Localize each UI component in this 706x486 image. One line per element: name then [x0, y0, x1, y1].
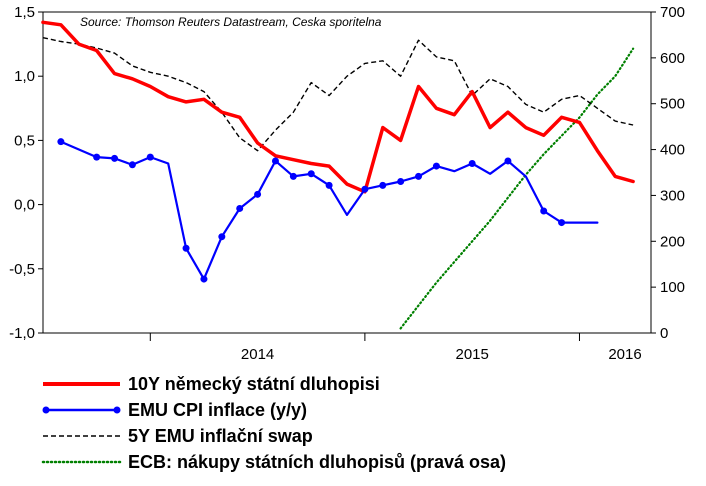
y-right-tick-label: 600: [660, 50, 685, 67]
y-right-tick-label: 200: [660, 233, 685, 250]
series-layer: [41, 20, 635, 330]
cpi-data-point: [182, 244, 190, 252]
chart-source: Source: Thomson Reuters Datastream, Cesk…: [80, 15, 382, 29]
cpi-data-point: [254, 190, 262, 198]
cpi-data-point: [468, 160, 476, 168]
series-line-emu-cpi: [59, 140, 599, 281]
y-left-tick-label: -1,0: [9, 325, 35, 342]
cpi-data-point: [307, 170, 315, 178]
legend-marker: [113, 406, 121, 414]
cpi-data-point: [397, 177, 405, 185]
x-tick-label: 2016: [608, 346, 641, 363]
cpi-data-point: [379, 181, 387, 189]
y-right-tick-label: 300: [660, 187, 685, 204]
cpi-data-point: [289, 172, 297, 180]
y-right-tick-label: 400: [660, 142, 685, 159]
y-left-tick-label: 1,0: [14, 68, 35, 85]
y-right-tick-label: 0: [660, 325, 668, 342]
cpi-data-point: [540, 207, 548, 215]
legend-marker: [42, 406, 50, 414]
y-left-tick-label: 0,5: [14, 132, 35, 149]
cpi-data-point: [146, 153, 154, 161]
legend-label: 5Y EMU inflační swap: [128, 426, 313, 446]
cpi-data-point: [558, 219, 566, 227]
cpi-data-point: [57, 138, 65, 146]
y-right-tick-label: 100: [660, 279, 685, 296]
series-line-inflation-swap: [42, 37, 634, 152]
x-tick-label: 2015: [455, 346, 488, 363]
cpi-data-point: [432, 162, 440, 170]
cpi-data-point: [415, 172, 423, 180]
plot-frame: [42, 11, 652, 334]
legend: 10Y německý státní dluhopisi EMU CPI infl…: [41, 374, 506, 472]
y-left-tick-label: 1,5: [14, 4, 35, 21]
cpi-data-point: [504, 157, 512, 165]
cpi-data-point: [271, 157, 279, 165]
legend-label: EMU CPI inflace (y/y): [128, 400, 307, 420]
legend-label: ECB: nákupy státních dluhopisů (pravá os…: [128, 452, 506, 472]
y-right-tick-label: 700: [660, 4, 685, 21]
cpi-data-point: [236, 204, 244, 212]
y-left-tick-label: 0,0: [14, 197, 35, 214]
cpi-data-point: [128, 161, 136, 169]
y-left-tick-label: -0,5: [9, 261, 35, 278]
axes: 1,5 1,0 0,5 0,0 -0,5 -1,0 700 600 500 400 300 200 10…: [9, 4, 685, 363]
y-right-tick-label: 500: [660, 96, 685, 113]
series-line-bund-10y: [41, 20, 635, 194]
cpi-data-point: [218, 233, 226, 241]
series-line-ecb-purchases: [399, 47, 635, 330]
cpi-data-point: [325, 181, 333, 189]
cpi-data-point: [111, 154, 119, 162]
legend-label: 10Y německý státní dluhopisi: [128, 374, 380, 394]
cpi-data-point: [200, 275, 208, 283]
x-tick-label: 2014: [241, 346, 274, 363]
cpi-data-point: [93, 153, 101, 161]
cpi-data-point: [361, 185, 369, 193]
